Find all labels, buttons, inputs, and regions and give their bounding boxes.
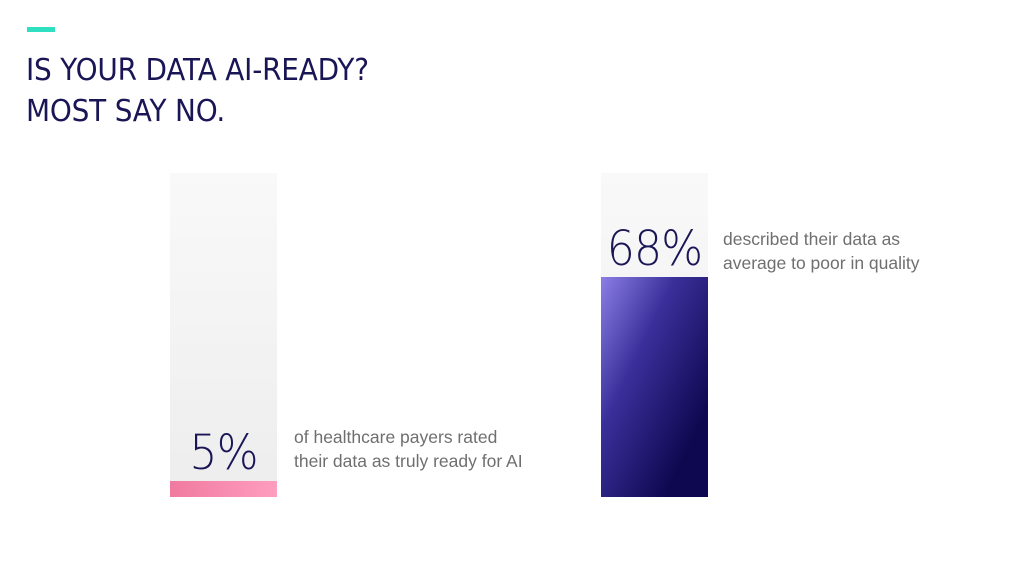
stat-description-1: of healthcare payers rated their data as … — [294, 425, 523, 473]
stat-description-2-line-2: average to poor in quality — [723, 253, 920, 273]
bar-track-2 — [601, 173, 708, 497]
stat-description-1-line-1: of healthcare payers rated — [294, 427, 498, 447]
title-line-1: IS YOUR DATA AI-READY? — [26, 53, 369, 88]
accent-bar — [27, 27, 55, 32]
bar-fill-1 — [170, 481, 277, 497]
stat-description-2: described their data as average to poor i… — [723, 227, 920, 275]
stat-value-1: 5% — [189, 425, 258, 481]
stat-description-1-line-2: their data as truly ready for AI — [294, 451, 523, 471]
stat-description-2-line-1: described their data as — [723, 229, 901, 249]
bar-track-1 — [170, 173, 277, 497]
stat-value-2: 68% — [606, 221, 703, 277]
page-title: IS YOUR DATA AI-READY? MOST SAY NO. — [26, 50, 369, 132]
title-line-2: MOST SAY NO. — [26, 94, 226, 129]
bar-fill-2 — [601, 277, 708, 497]
